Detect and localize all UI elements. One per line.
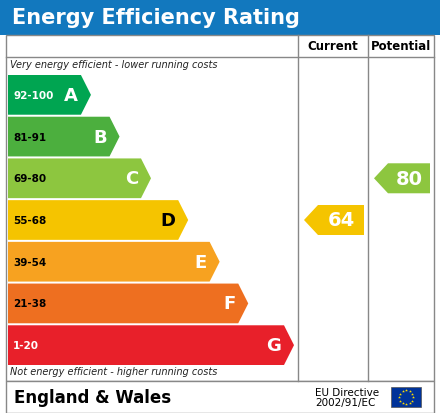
Text: E: E: [194, 253, 207, 271]
Text: 92-100: 92-100: [13, 90, 53, 101]
Text: 21-38: 21-38: [13, 299, 46, 309]
Polygon shape: [8, 242, 220, 282]
Polygon shape: [8, 117, 120, 157]
Polygon shape: [8, 201, 188, 240]
Text: EU Directive: EU Directive: [315, 387, 379, 397]
Text: A: A: [64, 87, 78, 104]
Polygon shape: [8, 325, 294, 365]
Text: Not energy efficient - higher running costs: Not energy efficient - higher running co…: [10, 366, 217, 376]
Text: 64: 64: [327, 211, 355, 230]
Text: 55-68: 55-68: [13, 216, 46, 225]
Text: Current: Current: [308, 40, 358, 53]
Polygon shape: [8, 76, 91, 116]
Text: C: C: [125, 170, 138, 188]
Polygon shape: [8, 159, 151, 199]
Bar: [6, 36, 434, 381]
Text: 2002/91/EC: 2002/91/EC: [315, 397, 375, 407]
Text: B: B: [93, 128, 106, 146]
Text: 69-80: 69-80: [13, 174, 46, 184]
Text: F: F: [223, 295, 235, 313]
Text: 80: 80: [396, 169, 422, 188]
Text: Energy Efficiency Rating: Energy Efficiency Rating: [12, 8, 300, 28]
Text: Very energy efficient - lower running costs: Very energy efficient - lower running co…: [10, 60, 217, 70]
Bar: [391, 387, 421, 407]
Polygon shape: [374, 164, 430, 194]
Text: 39-54: 39-54: [13, 257, 46, 267]
Bar: [6, 381, 434, 413]
Polygon shape: [304, 206, 364, 235]
Text: Potential: Potential: [371, 40, 431, 53]
Polygon shape: [8, 284, 248, 323]
Text: England & Wales: England & Wales: [14, 388, 171, 406]
Text: 81-91: 81-91: [13, 132, 46, 142]
Text: G: G: [266, 336, 281, 354]
Text: D: D: [160, 211, 175, 230]
Text: 1-20: 1-20: [13, 340, 39, 350]
Bar: [0, 0, 440, 36]
